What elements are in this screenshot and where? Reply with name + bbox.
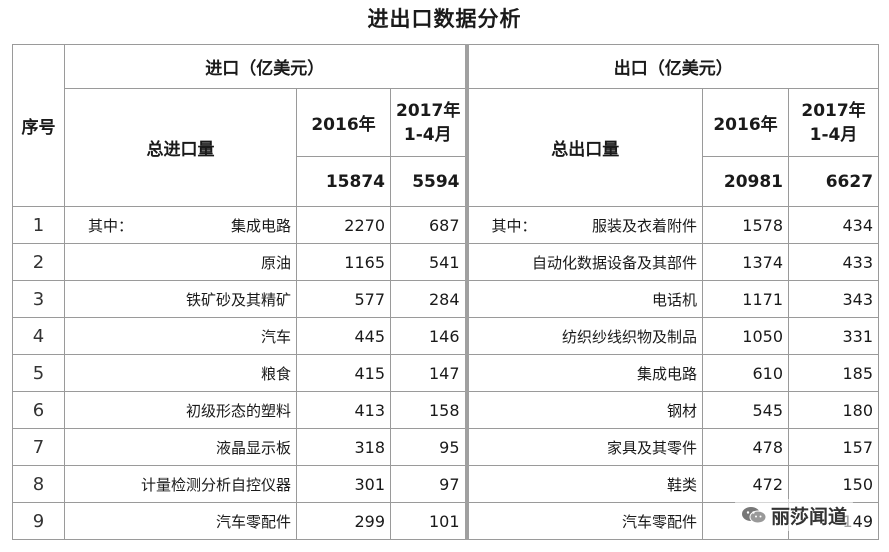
export-value-2017: 343 [788,280,880,318]
row-index: 8 [12,465,65,503]
table-row: 2 原油 1165 541 自动化数据设备及其部件 1374 433 [12,243,880,281]
export-item-name: 纺织纱线织物及制品 [464,317,704,355]
export-value-2016: 1171 [702,280,790,318]
export-value-2017: 433 [788,243,880,281]
export-value-2016: 478 [702,428,790,466]
import-value-2017: 147 [389,354,468,392]
watermark-text: 丽莎闻道 [771,505,848,528]
table-row: 8 计量检测分析自控仪器 301 97 鞋类 472 150 [12,465,880,503]
import-value-2017: 101 [389,502,468,540]
export-group-header: 出口（亿美元） [464,44,880,89]
import-total-2016: 15874 [296,156,391,207]
import-item-name: 汽车零配件 [64,502,297,540]
export-item-name: 钢材 [464,391,704,429]
import-item-name: 粮食 [64,354,297,392]
page-title: 进出口数据分析 [367,7,522,31]
row-index: 3 [12,280,65,318]
table-row: 4 汽车 445 146 纺织纱线织物及制品 1050 331 [12,317,880,355]
export-item-name: 汽车零配件 [464,502,704,540]
export-value-2017: 434 [788,206,880,244]
import-value-2016: 577 [296,280,391,318]
wechat-icon [742,507,767,524]
export-value-2016: 1578 [702,206,790,244]
export-total-label: 总出口量 [464,88,704,207]
import-item-prefix: 其中： [88,216,134,235]
export-year-2017-line1: 2017年 [801,100,866,121]
import-year-2016-header: 2016年 [296,88,391,157]
import-value-2017: 95 [389,428,468,466]
row-index: 2 [12,243,65,281]
export-value-2016: 545 [702,391,790,429]
export-value-2017: 331 [788,317,880,355]
row-index: 9 [12,502,65,540]
import-value-2016: 1165 [296,243,391,281]
row-index: 6 [12,391,65,429]
export-item-name: 集成电路 [464,354,704,392]
import-item-name: 原油 [64,243,297,281]
export-value-2016: 472 [702,465,790,503]
import-value-2016: 2270 [296,206,391,244]
export-value-2017: 185 [788,354,880,392]
row-index: 7 [12,428,65,466]
export-item-name: 家具及其零件 [464,428,704,466]
export-value-2017: 150 [788,465,880,503]
import-total-2017: 5594 [389,156,468,207]
export-value-2016: 1050 [702,317,790,355]
import-group-header: 进口（亿美元） [63,44,468,89]
table-row: 5 粮食 415 147 集成电路 610 185 [12,354,880,392]
import-value-2017: 541 [389,243,468,281]
import-total-label: 总进口量 [64,88,297,207]
import-item-name: 其中： 集成电路 [64,206,297,244]
import-value-2017: 97 [389,465,468,503]
import-year-2017-line1: 2017年 [396,100,461,121]
import-value-2016: 415 [296,354,391,392]
export-item-label: 服装及衣着附件 [592,216,698,235]
export-value-2016: 1374 [702,243,790,281]
row-index: 4 [12,317,65,355]
import-item-label: 集成电路 [230,216,291,235]
table-row: 6 初级形态的塑料 413 158 钢材 545 180 [12,391,880,429]
export-item-name: 自动化数据设备及其部件 [464,243,704,281]
import-item-name: 铁矿砂及其精矿 [64,280,297,318]
import-value-2016: 445 [296,317,391,355]
row-index: 1 [12,206,65,244]
import-item-name: 计量检测分析自控仪器 [64,465,297,503]
import-item-name: 液晶显示板 [64,428,297,466]
table-row: 3 铁矿砂及其精矿 577 284 电话机 1171 343 [12,280,880,318]
export-value-2017: 180 [788,391,880,429]
export-item-name: 其中： 服装及衣着附件 [464,206,704,244]
trade-table: 序号 进口（亿美元） 出口（亿美元） 总进口量 2016年 2017年 1-4月… [12,44,880,540]
export-total-2016: 20981 [702,156,790,207]
export-year-2017-header: 2017年 1-4月 [788,88,880,157]
table-row: 7 液晶显示板 318 95 家具及其零件 478 157 [12,428,880,466]
import-value-2016: 318 [296,428,391,466]
import-value-2017: 687 [389,206,468,244]
export-item-prefix: 其中： [491,216,537,235]
export-total-2017: 6627 [788,156,880,207]
row-index: 5 [12,354,65,392]
export-value-2017: 157 [788,428,880,466]
import-value-2017: 284 [389,280,468,318]
import-year-2017-header: 2017年 1-4月 [389,88,468,157]
import-value-2016: 301 [296,465,391,503]
import-item-name: 汽车 [64,317,297,355]
index-header: 序号 [12,44,65,207]
export-item-name: 鞋类 [464,465,704,503]
import-year-2017-line2: 1-4月 [403,124,452,145]
import-value-2016: 299 [296,502,391,540]
import-item-name: 初级形态的塑料 [64,391,297,429]
export-year-2017-line2: 1-4月 [809,124,858,145]
watermark: 丽莎闻道 [735,499,854,531]
import-value-2017: 158 [389,391,468,429]
import-value-2017: 146 [389,317,468,355]
table-row: 1 其中： 集成电路 2270 687 其中： 服装及衣着附件 1578 434 [12,206,880,244]
export-year-2016-header: 2016年 [702,88,790,157]
import-value-2016: 413 [296,391,391,429]
export-value-2016: 610 [702,354,790,392]
export-item-name: 电话机 [464,280,704,318]
